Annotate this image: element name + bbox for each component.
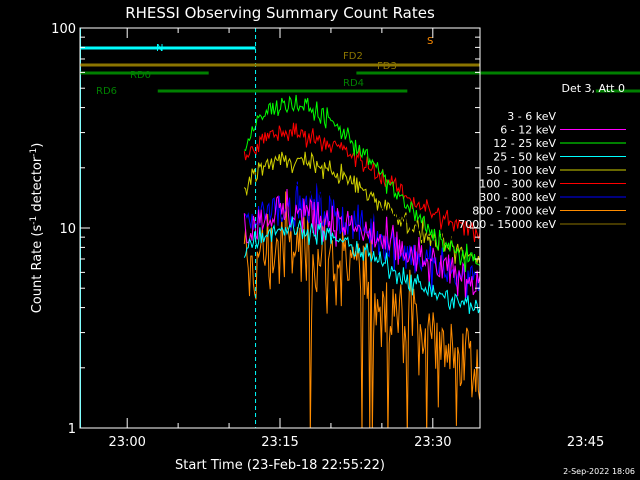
saa-label: S bbox=[427, 36, 433, 47]
rd4-label: RD4 bbox=[343, 78, 364, 89]
x-tick-label: 23:30 bbox=[414, 435, 451, 450]
legend-label: 12 - 25 keV bbox=[493, 137, 556, 150]
series-line bbox=[243, 216, 480, 314]
legend-label: 25 - 50 keV bbox=[493, 151, 556, 164]
series-line bbox=[243, 188, 480, 298]
legend-label: 7000 - 15000 keV bbox=[458, 218, 556, 231]
plot-area bbox=[243, 94, 480, 428]
legend-title: Det 3, Att 0 bbox=[562, 82, 626, 95]
legend-label: 3 - 6 keV bbox=[507, 110, 556, 123]
generation-date: 2-Sep-2022 18:06 bbox=[563, 467, 635, 476]
y-axis-label: Count Rate (s-1 detector-1) bbox=[29, 143, 45, 314]
x-axis-label: Start Time (23-Feb-18 22:55:22) bbox=[175, 458, 385, 473]
series-line bbox=[243, 122, 480, 242]
rd6-label: RD6 bbox=[96, 86, 117, 97]
legend-label: 800 - 7000 keV bbox=[472, 205, 556, 218]
series-group bbox=[243, 94, 480, 428]
rd0-label: RD0 bbox=[130, 70, 151, 81]
x-tick-label: 23:45 bbox=[567, 435, 604, 450]
fd3-label: FD3 bbox=[377, 61, 397, 72]
y-tick-label: 10 bbox=[59, 222, 76, 237]
chart-title: RHESSI Observing Summary Count Rates bbox=[125, 4, 435, 22]
legend-label: 50 - 100 keV bbox=[486, 164, 556, 177]
fd2-label: FD2 bbox=[343, 51, 363, 62]
legend-label: 300 - 800 keV bbox=[479, 191, 556, 204]
night-label: N bbox=[156, 43, 163, 54]
series-line bbox=[243, 181, 480, 299]
series-line bbox=[243, 191, 480, 428]
x-tick-label: 23:00 bbox=[108, 435, 145, 450]
legend-label: 6 - 12 keV bbox=[500, 124, 556, 137]
annotation-markers: N S FD2 FD3 RD0 RD6 RD4 bbox=[80, 28, 640, 428]
series-line bbox=[243, 151, 480, 266]
series-line bbox=[244, 94, 480, 273]
x-tick-label: 23:15 bbox=[261, 435, 298, 450]
y-tick-label: 100 bbox=[51, 22, 76, 37]
y-axis: 1 10 100 bbox=[51, 22, 480, 437]
series-line bbox=[243, 178, 480, 251]
y-tick-label: 1 bbox=[68, 422, 76, 437]
legend-label: 100 - 300 keV bbox=[479, 178, 556, 191]
